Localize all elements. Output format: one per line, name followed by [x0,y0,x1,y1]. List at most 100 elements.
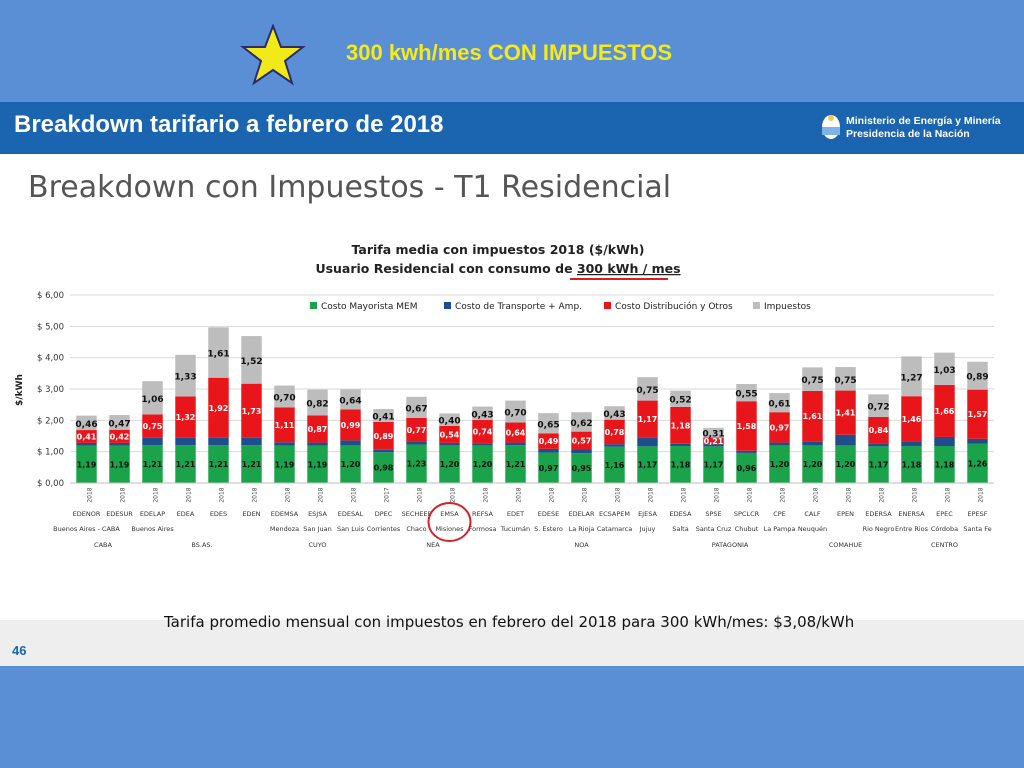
data-label-impuestos: 0,43 [603,410,625,420]
x-year-label: 2018 [615,487,622,502]
x-city-label: San Juan [303,525,331,533]
bar-segment-impuestos [505,400,526,423]
bar-segment-mayorista [736,452,757,483]
x-year-label: 2018 [747,487,754,502]
data-label-mayorista: 1,19 [110,460,130,469]
x-year-label: 2018 [120,487,127,502]
x-city-label: Buenos Aires [131,525,174,533]
x-category-label: SECHEEP [402,510,432,518]
bar-segment-impuestos [604,406,625,420]
bar-segment-impuestos [76,415,97,431]
data-label-distribucion: 1,66 [935,407,955,416]
legend-label: Costo Mayorista MEM [321,302,418,312]
bar-segment-transporte [934,436,955,447]
bar-segment-transporte [472,443,493,446]
data-label-distribucion: 0,97 [770,423,790,432]
data-label-mayorista: 1,21 [242,460,262,469]
x-category-label: EDENOR [73,510,101,518]
data-label-mayorista: 1,17 [704,461,724,470]
bar-segment-mayorista [571,453,592,483]
bottom-band [0,666,1024,768]
bar-segment-distribucion [76,430,97,443]
bar-segment-transporte [241,437,262,446]
bar-segment-mayorista [934,446,955,483]
ministry-label: Ministerio de Energía y Minería Presiden… [846,115,1001,140]
data-label-distribucion: 1,73 [242,407,262,416]
data-label-mayorista: 1,26 [968,459,988,468]
data-label-impuestos: 1,52 [240,357,262,367]
x-city-label: La Pampa [764,525,796,533]
y-tick-label: $ 3,00 [37,385,64,395]
bar-segment-impuestos [109,415,130,430]
x-city-label: Salta [672,525,688,533]
data-label-impuestos: 1,06 [141,395,163,405]
x-region-label: NEA [426,541,440,549]
bar-segment-distribucion [901,396,922,442]
x-city-label: Neuquén [798,525,827,533]
x-region-label: CENTRO [931,541,958,549]
bar-segment-mayorista [109,445,130,483]
x-region-label: COMAHUE [829,541,862,549]
bar-segment-distribucion [835,390,856,435]
bar-segment-distribucion [142,414,163,438]
bar-segment-impuestos [142,381,163,415]
star-icon [240,24,306,86]
coat-of-arms-icon [822,115,840,139]
y-tick-label: $ 1,00 [37,448,64,458]
bar-segment-transporte [703,444,724,447]
bar-segment-mayorista [175,445,196,483]
bar-segment-distribucion [967,389,988,439]
data-label-mayorista: 1,19 [308,460,328,469]
chart-subtitle-highlight: 300 kWh / mes [577,261,681,276]
x-year-label: 2018 [549,487,556,502]
bar-segment-mayorista [769,445,790,483]
legend-swatch [753,302,760,309]
data-label-mayorista: 0,96 [737,464,757,473]
bar-segment-impuestos [472,406,493,421]
data-label-impuestos: 0,75 [834,376,856,386]
bar-segment-distribucion [604,419,625,445]
bar-segment-impuestos [868,394,889,417]
x-category-label: EDEN [242,510,260,518]
legend-label: Impuestos [764,302,811,312]
data-label-mayorista: 1,18 [902,461,922,470]
data-label-mayorista: 1,17 [638,461,658,470]
bar-segment-transporte [439,442,460,446]
x-year-label: 2018 [978,487,985,502]
data-label-impuestos: 0,70 [504,409,526,419]
x-category-label: EDES [210,510,227,518]
y-tick-label: $ 0,00 [37,479,64,489]
bar-segment-impuestos [901,356,922,397]
data-label-distribucion: 0,89 [374,432,394,441]
x-year-label: 2018 [417,487,424,502]
x-region-label: NOA [574,541,589,549]
bar-segment-transporte [505,442,526,446]
bar-segment-impuestos [736,383,757,402]
chart-subtitle: Usuario Residencial con consumo de 300 k… [315,261,680,276]
data-label-distribucion: 0,99 [341,421,361,430]
data-label-mayorista: 1,20 [803,460,823,469]
bar-segment-distribucion [505,422,526,443]
bar-segment-transporte [208,437,229,446]
bar-segment-distribucion [472,420,493,444]
x-city-label: Santa Cruz [696,525,732,533]
footer-bar [0,620,1024,666]
bar-segment-impuestos [208,327,229,378]
data-label-impuestos: 0,43 [471,410,493,420]
x-category-label: EPEC [936,510,953,518]
bar-segment-transporte [571,449,592,454]
bar-segment-mayorista [670,446,691,483]
data-label-impuestos: 0,82 [306,399,328,409]
data-label-distribucion: 0,64 [506,429,526,438]
bar-segment-impuestos [175,354,196,397]
data-label-impuestos: 0,75 [801,376,823,386]
bar-segment-impuestos [274,385,295,408]
x-category-label: EDELAP [140,510,165,518]
bar-segment-distribucion [736,401,757,451]
bar-segment-transporte [175,437,196,446]
bar-segment-distribucion [274,407,295,443]
data-label-mayorista: 1,21 [143,460,163,469]
data-label-distribucion: 1,46 [902,415,922,424]
bar-segment-transporte [868,443,889,447]
data-label-impuestos: 1,33 [174,373,196,383]
